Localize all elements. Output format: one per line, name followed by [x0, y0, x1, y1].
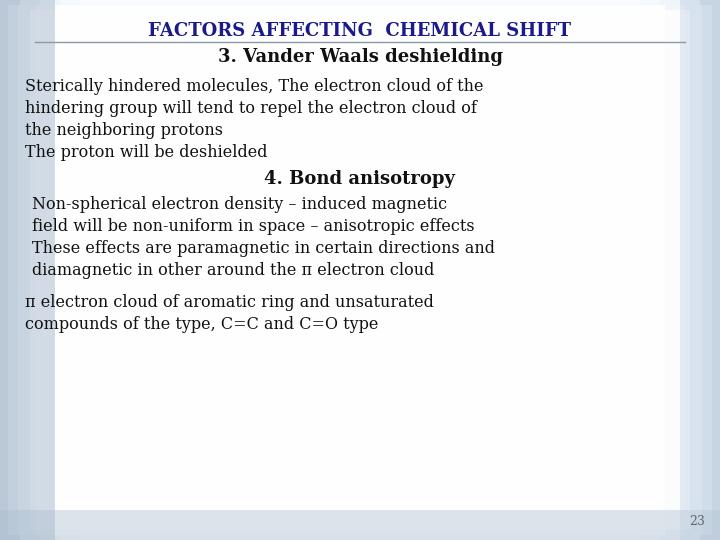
Bar: [25, 0, 27, 540]
Bar: [51, 0, 53, 540]
Bar: [33, 0, 35, 540]
Bar: [13, 0, 15, 540]
Bar: [49, 0, 51, 540]
Bar: [55, 0, 57, 540]
Text: Non-spherical electron density – induced magnetic: Non-spherical electron density – induced…: [32, 196, 447, 213]
Bar: [44, 0, 46, 540]
Bar: [29, 0, 31, 540]
Text: 23: 23: [689, 515, 705, 528]
Bar: [30, 0, 32, 540]
Text: The proton will be deshielded: The proton will be deshielded: [25, 144, 268, 161]
Bar: [56, 0, 58, 540]
Bar: [17, 0, 19, 540]
Bar: [15, 0, 17, 540]
Bar: [26, 0, 28, 540]
Bar: [55, 5, 665, 535]
Bar: [2, 0, 4, 540]
Text: These effects are paramagnetic in certain directions and: These effects are paramagnetic in certai…: [32, 240, 495, 257]
Text: diamagnetic in other around the π electron cloud: diamagnetic in other around the π electr…: [32, 262, 434, 279]
Bar: [57, 0, 59, 540]
Text: compounds of the type, C=C and C=O type: compounds of the type, C=C and C=O type: [25, 316, 379, 333]
Bar: [50, 0, 52, 540]
Text: 3. Vander Waals deshielding: 3. Vander Waals deshielding: [217, 48, 503, 66]
Bar: [38, 0, 40, 540]
Bar: [52, 0, 54, 540]
Bar: [36, 0, 38, 540]
Bar: [59, 0, 61, 540]
Bar: [34, 0, 36, 540]
Bar: [58, 0, 60, 540]
Text: Sterically hindered molecules, The electron cloud of the: Sterically hindered molecules, The elect…: [25, 78, 484, 95]
Bar: [8, 0, 10, 540]
Bar: [0, 510, 720, 540]
Bar: [0, 0, 2, 540]
Bar: [16, 0, 18, 540]
Bar: [54, 0, 56, 540]
Bar: [47, 0, 49, 540]
Bar: [27, 0, 29, 540]
Text: the neighboring protons: the neighboring protons: [25, 122, 223, 139]
Bar: [55, 5, 665, 535]
Bar: [53, 0, 55, 540]
Bar: [40, 0, 42, 540]
Bar: [46, 0, 48, 540]
Bar: [41, 0, 43, 540]
Text: π electron cloud of aromatic ring and unsaturated: π electron cloud of aromatic ring and un…: [25, 294, 434, 311]
Bar: [11, 0, 13, 540]
Bar: [1, 0, 3, 540]
Text: field will be non-uniform in space – anisotropic effects: field will be non-uniform in space – ani…: [32, 218, 474, 235]
Bar: [21, 0, 23, 540]
Bar: [60, 0, 660, 540]
Bar: [31, 0, 33, 540]
Bar: [5, 0, 7, 540]
Bar: [32, 0, 34, 540]
Bar: [43, 0, 45, 540]
Text: 4. Bond anisotropy: 4. Bond anisotropy: [264, 170, 456, 188]
Bar: [14, 0, 16, 540]
Bar: [37, 0, 39, 540]
Bar: [4, 0, 6, 540]
Bar: [39, 0, 41, 540]
Bar: [9, 0, 11, 540]
Bar: [24, 0, 26, 540]
Bar: [22, 0, 24, 540]
Text: hindering group will tend to repel the electron cloud of: hindering group will tend to repel the e…: [25, 100, 477, 117]
Bar: [23, 0, 25, 540]
Bar: [48, 0, 50, 540]
Bar: [19, 0, 21, 540]
Text: FACTORS AFFECTING  CHEMICAL SHIFT: FACTORS AFFECTING CHEMICAL SHIFT: [148, 22, 572, 40]
Bar: [20, 0, 22, 540]
Bar: [3, 0, 5, 540]
Bar: [45, 0, 47, 540]
Bar: [28, 0, 30, 540]
Bar: [680, 0, 720, 540]
Bar: [42, 0, 44, 540]
Bar: [35, 0, 37, 540]
Bar: [10, 0, 12, 540]
Bar: [40, 0, 680, 540]
Bar: [12, 0, 14, 540]
Bar: [18, 0, 20, 540]
Bar: [0, 0, 55, 540]
Bar: [6, 0, 8, 540]
Bar: [7, 0, 9, 540]
Bar: [80, 0, 640, 540]
